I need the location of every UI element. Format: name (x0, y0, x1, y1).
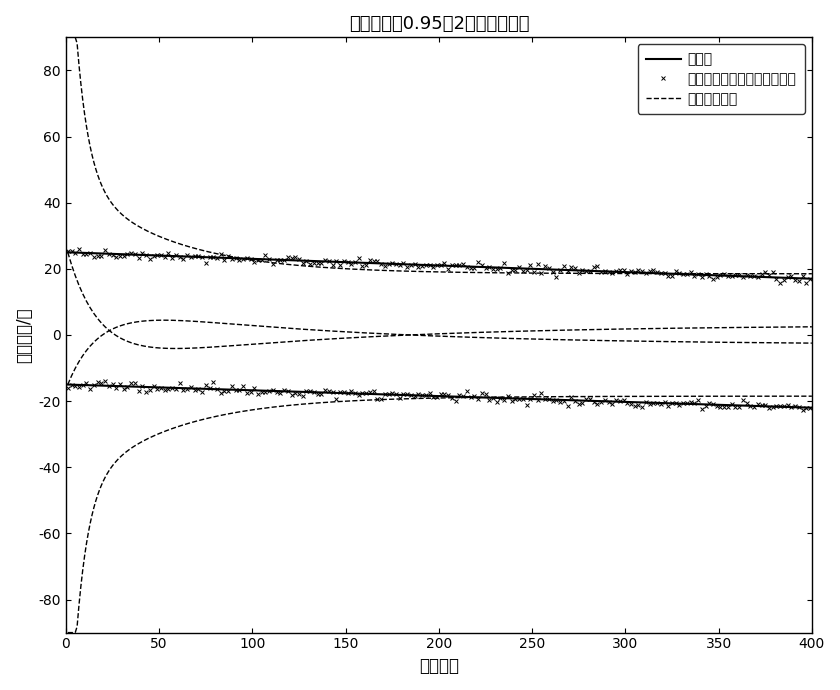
实际值 (63, 248, 73, 257)
所提量子群搜索动态测向方法 (111, 253, 121, 261)
搜索空间边界 (600, 269, 610, 277)
所提量子群搜索动态测向方法 (204, 253, 214, 262)
实际值 (531, 265, 541, 273)
搜索空间边界 (357, 266, 367, 274)
Line: 所提量子群搜索动态测向方法: 所提量子群搜索动态测向方法 (66, 247, 811, 284)
所提量子群搜索动态测向方法 (775, 278, 785, 286)
所提量子群搜索动态测向方法 (74, 245, 84, 253)
所提量子群搜索动态测向方法 (264, 255, 274, 263)
实际值 (305, 257, 315, 265)
所提量子群搜索动态测向方法 (745, 272, 755, 280)
搜索空间边界 (63, 33, 73, 41)
Line: 搜索空间边界: 搜索空间边界 (68, 37, 812, 274)
搜索空间边界 (305, 262, 315, 270)
搜索空间边界 (807, 270, 817, 278)
Legend: 实际值, 所提量子群搜索动态测向方法, 搜索空间边界: 实际值, 所提量子群搜索动态测向方法, 搜索空间边界 (638, 44, 805, 114)
Line: 实际值: 实际值 (68, 253, 812, 279)
X-axis label: 采样次数: 采样次数 (419, 657, 459, 675)
所提量子群搜索动态测向方法 (97, 251, 107, 259)
实际值 (807, 275, 817, 283)
实际值 (357, 259, 367, 267)
所提量子群搜索动态测向方法 (63, 247, 73, 255)
Y-axis label: 方向估计/度: 方向估计/度 (15, 307, 33, 363)
所提量子群搜索动态测向方法 (805, 275, 815, 283)
搜索空间边界 (152, 231, 162, 239)
实际值 (152, 251, 162, 259)
所提量子群搜索动态测向方法 (771, 275, 781, 284)
搜索空间边界 (604, 269, 614, 277)
搜索空间边界 (531, 269, 541, 277)
实际值 (600, 267, 610, 275)
Title: 特征指数为0.95时2动态目标跟踪: 特征指数为0.95时2动态目标跟踪 (349, 15, 529, 33)
实际值 (604, 267, 614, 275)
